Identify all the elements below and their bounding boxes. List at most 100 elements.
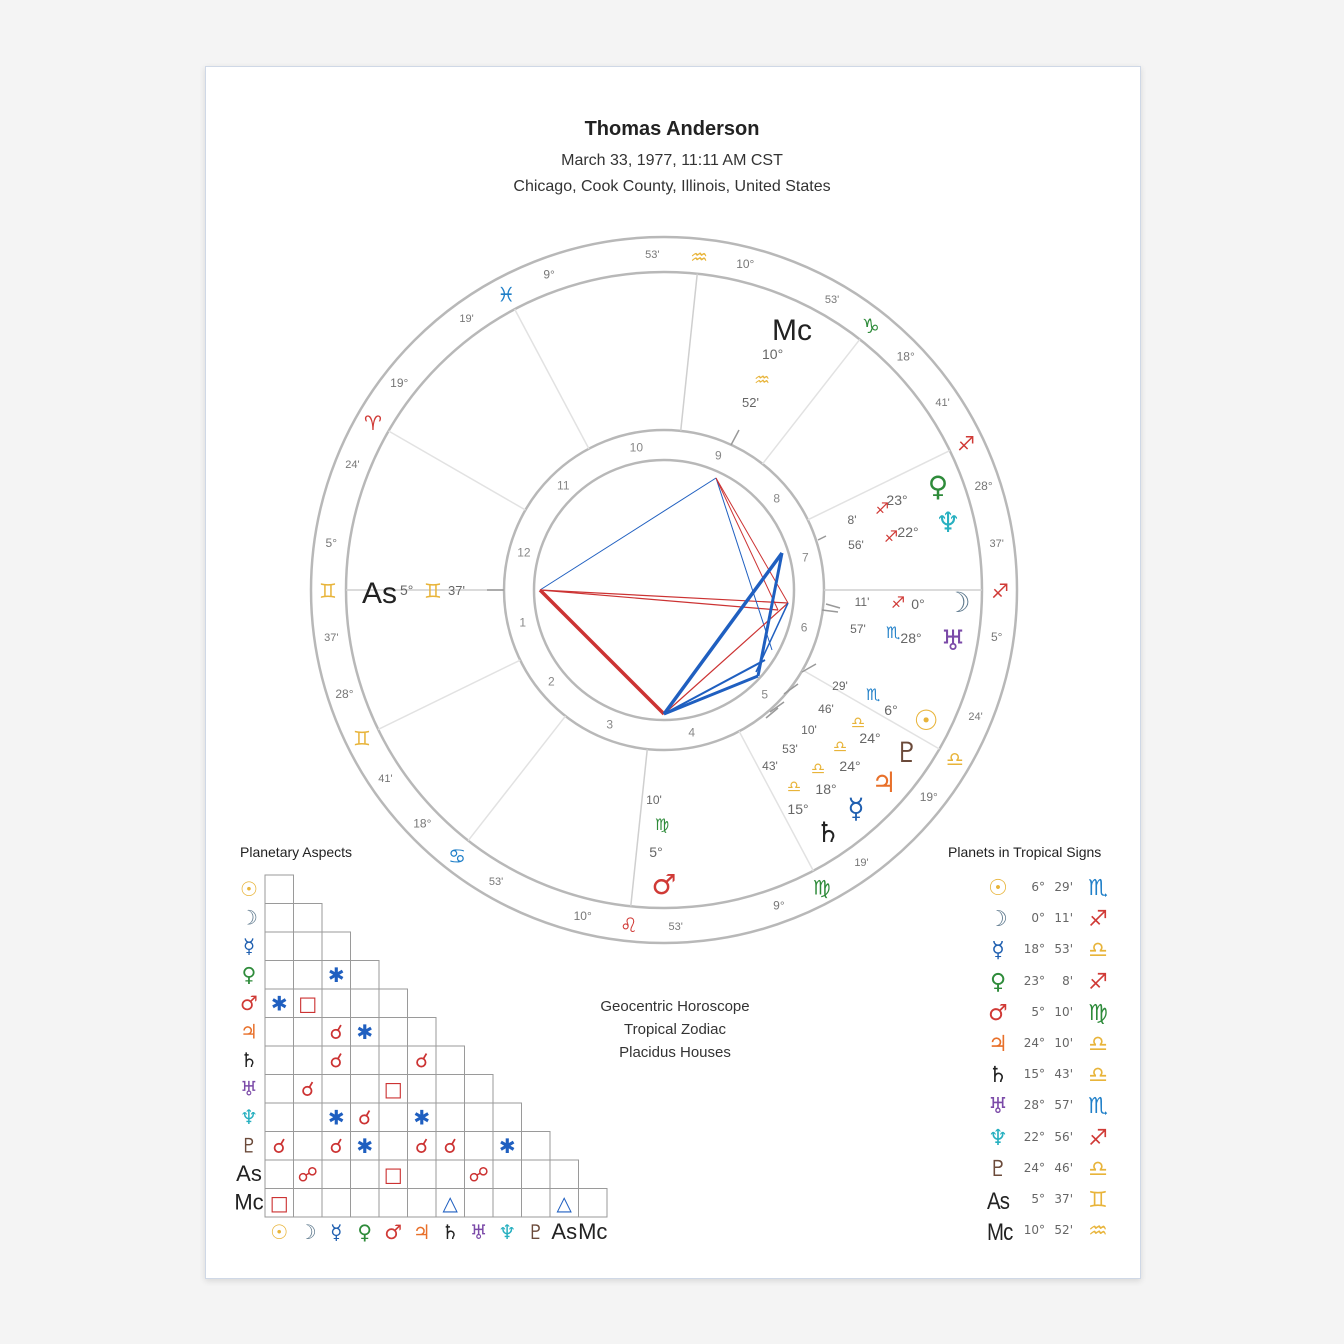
sun-degree: 6° (884, 702, 897, 718)
grid-col-neptune-icon: ♆ (498, 1220, 516, 1244)
aspect-grid-cell (293, 903, 323, 933)
house-cusp-line (514, 308, 590, 450)
table-row: ♇ 24° 46' ♎ (975, 1157, 1125, 1185)
uranus-icon: ♅ (988, 1094, 1008, 1120)
table-row: ☽ 0° 11' ♐ (975, 907, 1125, 935)
table-row: ☿ 18° 53' ♎ (975, 938, 1125, 966)
grid-col-jupiter-icon: ♃ (413, 1220, 431, 1244)
aspect-grid-cell (378, 1188, 408, 1218)
aspect-grid-cell (464, 1131, 494, 1161)
aspect-grid-cell (435, 1074, 465, 1104)
aspect-line (715, 477, 779, 611)
grid-row-moon-icon: ☽ (240, 906, 258, 930)
aspect-grid-cell (378, 1102, 408, 1132)
aspect-grid-cell (293, 1131, 323, 1161)
libra-icon: ♎ (1088, 1156, 1108, 1182)
aspect-grid-cell (293, 1102, 323, 1132)
cusp-minutes: 19' (854, 857, 868, 869)
mercury-icon: ☿ (847, 792, 864, 825)
aspect-conjunction-icon: ☌ (358, 1105, 371, 1129)
house-number: 3 (606, 717, 613, 731)
aspect-conjunction-icon: ☌ (444, 1134, 457, 1158)
cusp-sign-icon: ♊ (353, 726, 371, 750)
pluto-icon: ♇ (988, 1156, 1008, 1182)
house-cusp-line (761, 338, 861, 465)
aspect-grid-cell (464, 1074, 494, 1104)
cusp-degree: 18° (897, 350, 915, 364)
aspect-line (663, 659, 766, 715)
grid-col-venus-icon: ♀ (357, 1220, 372, 1244)
gemini-icon: ♊ (1088, 1188, 1108, 1213)
cusp-sign-icon: ♈ (364, 411, 382, 435)
table-minutes: 37' (1054, 1192, 1073, 1206)
pluto-icon: ♇ (894, 736, 919, 769)
mercury-degree: 18° (815, 781, 836, 797)
aspect-square-icon: □ (384, 1162, 403, 1186)
aspect-grid-cell (350, 1159, 380, 1189)
aspect-grid-cell (464, 1188, 494, 1218)
cusp-sign-icon: ♐ (957, 432, 975, 456)
cusp-degree: 9° (543, 267, 555, 281)
cusp-degree: 18° (413, 816, 431, 830)
house-number: 11 (557, 479, 570, 493)
house-cusp-line (630, 749, 649, 907)
table-degree: 15° (1023, 1067, 1045, 1082)
cusp-sign-icon: ♐ (991, 579, 1009, 603)
cusp-minutes: 41' (378, 773, 392, 785)
cusp-sign-icon: ♎ (946, 747, 964, 771)
table-minutes: 10' (1054, 1036, 1073, 1050)
neptune-minutes: 56' (848, 538, 864, 552)
virgo-icon: ♍ (1088, 1000, 1108, 1026)
saturn-icon: ♄ (815, 816, 840, 849)
neptune-degree: 22° (897, 524, 918, 540)
jupiter-minutes: 10' (801, 723, 817, 737)
house-cusp-line (388, 430, 526, 511)
cusp-degree: 19° (390, 376, 408, 390)
aspect-trine-icon: △ (443, 1191, 459, 1215)
sun-minutes: 29' (832, 679, 848, 693)
cusp-minutes: 37' (990, 538, 1004, 550)
aspect-grid-cell (264, 1074, 294, 1104)
aspect-sextile-icon: ✱ (328, 963, 345, 987)
grid-row-saturn-icon: ♄ (240, 1048, 258, 1072)
mars-degree: 5° (649, 844, 662, 860)
house-cusp-line (377, 659, 521, 731)
aspect-grid-cell (350, 1188, 380, 1218)
house-ring-inner (532, 458, 796, 722)
aspect-line (715, 477, 773, 651)
mars-icon: ♂ (988, 1000, 1008, 1026)
cusp-minutes: 53' (489, 876, 503, 888)
as-label: As (362, 577, 397, 610)
house-number: 4 (688, 725, 695, 739)
house-number: 2 (548, 674, 555, 688)
table-minutes: 10' (1054, 1004, 1073, 1019)
table-degree: 18° (1023, 942, 1045, 957)
aspect-grid-cell (492, 1159, 522, 1189)
cusp-degree: 10° (574, 909, 592, 923)
table-row: ♄ 15° 43' ♎ (975, 1063, 1125, 1091)
cusp-sign-icon: ♍ (813, 876, 831, 900)
grid-row-venus-icon: ♀ (242, 963, 257, 987)
venus-sign-icon: ♐ (875, 499, 889, 518)
aspect-opposition-icon: ☍ (298, 1162, 318, 1186)
grid-row-uranus-icon: ♅ (240, 1077, 258, 1101)
venus-degree: 23° (886, 492, 907, 508)
aspect-grid-cell (521, 1159, 551, 1189)
cusp-minutes: 24' (345, 459, 359, 471)
house-number: 10 (630, 441, 644, 455)
aspect-grid-cell (264, 874, 294, 904)
house-number: 9 (715, 449, 722, 463)
aspect-grid-cell (321, 1188, 351, 1218)
aspect-grid-cell (492, 1188, 522, 1218)
aspect-grid-cell (264, 960, 294, 990)
table-minutes: 52' (1054, 1223, 1073, 1238)
sun-icon: ☉ (913, 704, 938, 737)
mc-icon: Mc (986, 1219, 1013, 1247)
moon-sign-icon: ♐ (891, 593, 905, 612)
aspect-grid-cell (492, 1102, 522, 1132)
jupiter-sign-icon: ♎ (833, 737, 847, 756)
table-minutes: 53' (1054, 942, 1073, 957)
table-row: ♆ 22° 56' ♐ (975, 1126, 1125, 1154)
table-row: ☉ 6° 29' ♏ (975, 876, 1125, 904)
pluto-minutes: 46' (818, 702, 834, 716)
